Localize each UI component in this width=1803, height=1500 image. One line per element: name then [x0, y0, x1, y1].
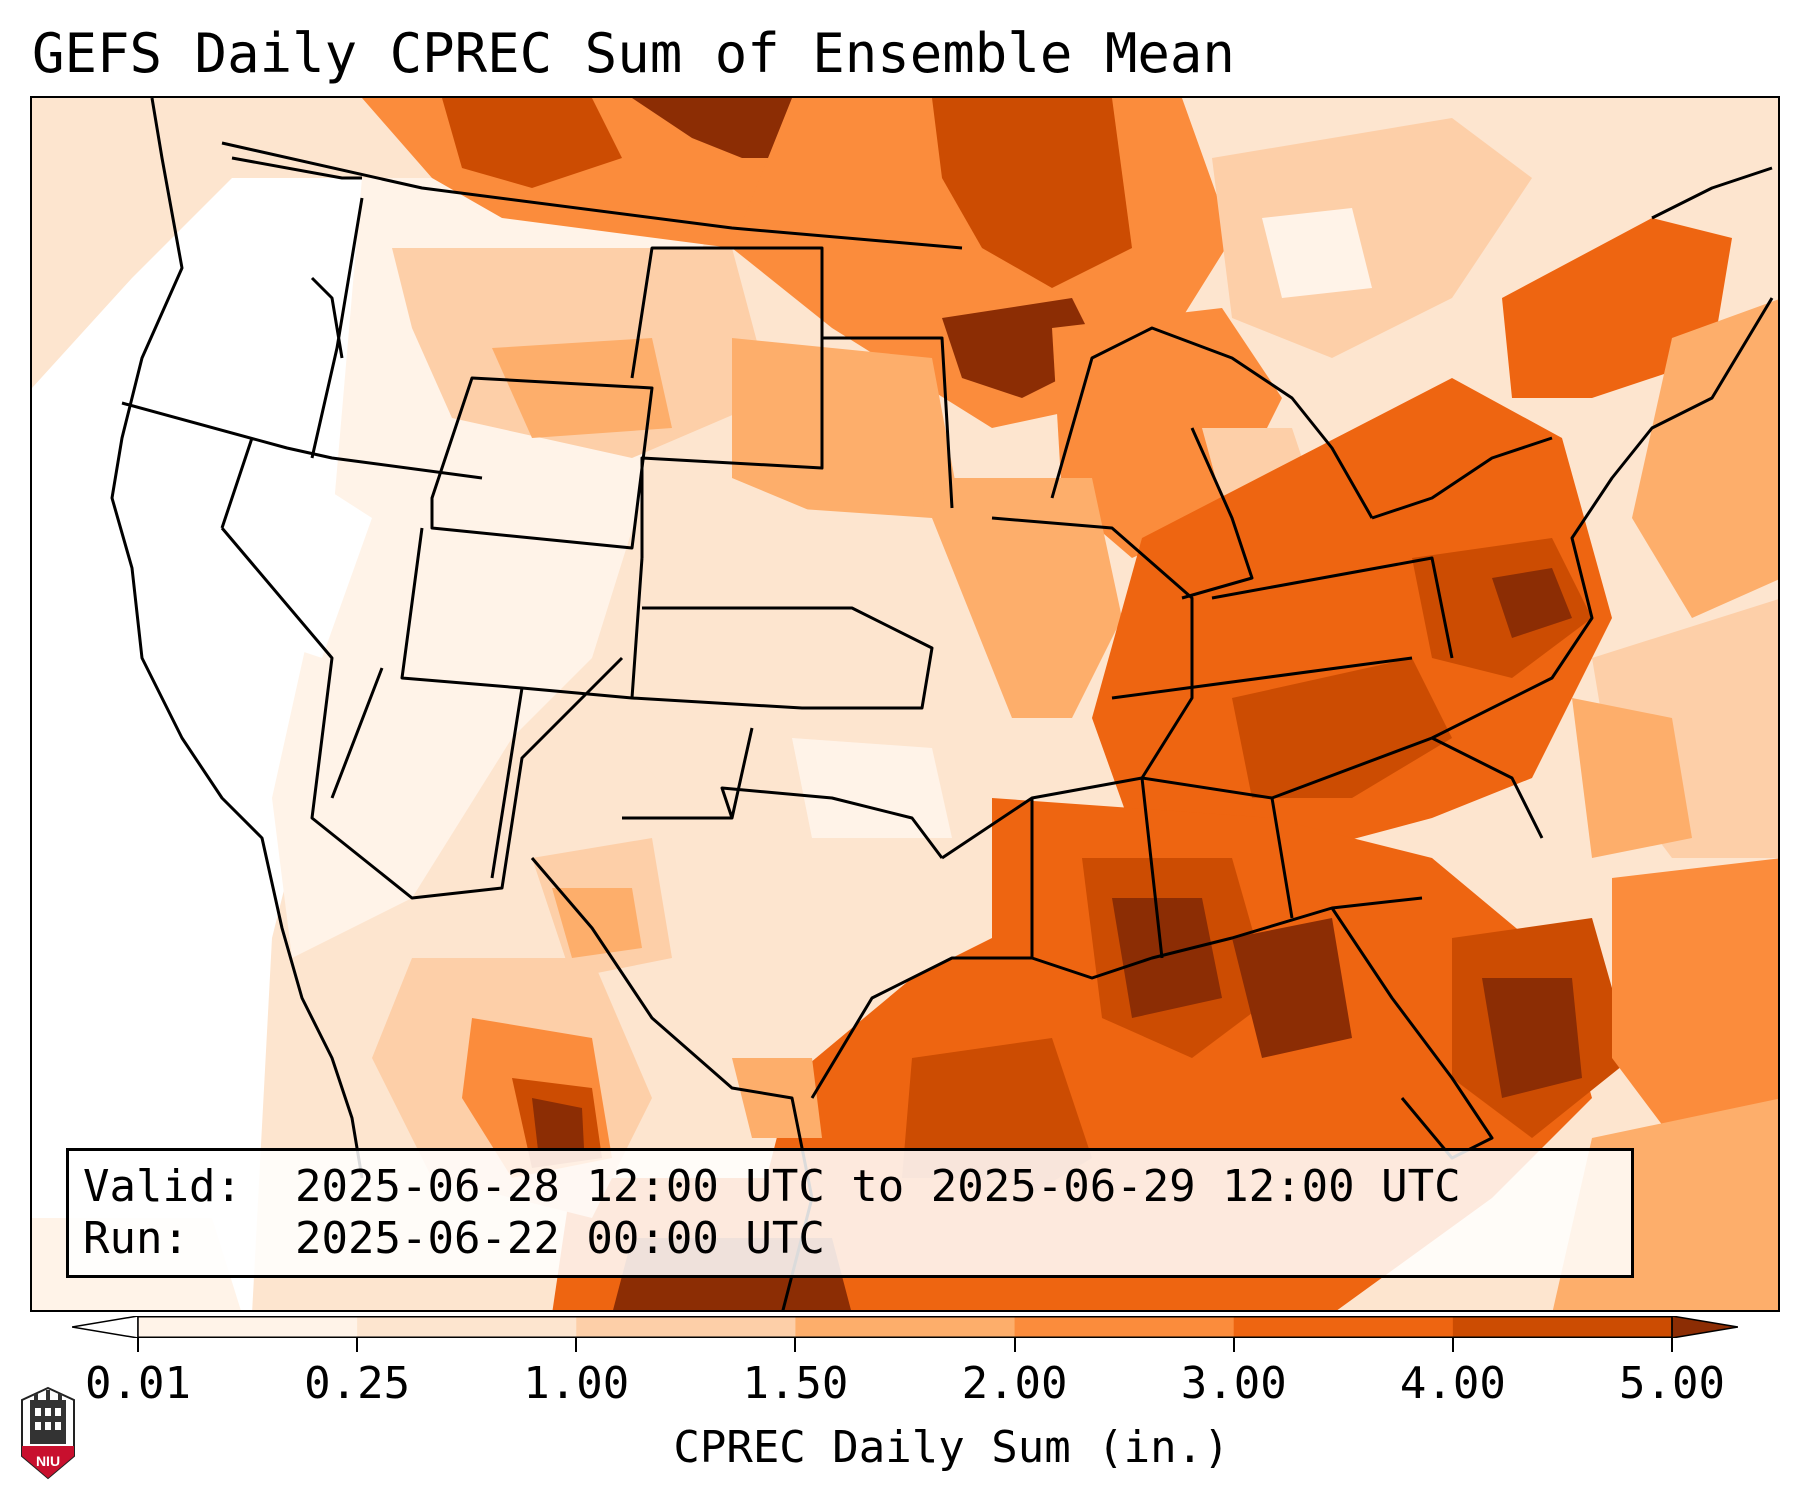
precip-field	[32, 98, 1778, 1310]
colorbar-segment	[138, 1316, 358, 1338]
colorbar-tick-mark	[1671, 1338, 1673, 1352]
colorbar-segment	[1014, 1316, 1235, 1338]
valid-value: 2025-06-28 12:00 UTC to 2025-06-29 12:00…	[295, 1161, 1461, 1212]
run-label: Run:	[83, 1213, 189, 1264]
colorbar-tick-label: 1.50	[742, 1358, 849, 1409]
colorbar-tick-label: 0.25	[304, 1358, 411, 1409]
colorbar-tick-label: 2.00	[961, 1358, 1068, 1409]
run-value: 2025-06-22 00:00 UTC	[295, 1213, 825, 1264]
info-box: Valid: 2025-06-28 12:00 UTC to 2025-06-29…	[66, 1148, 1634, 1278]
colorbar-tick-mark	[575, 1338, 578, 1352]
colorbar-segment	[1452, 1316, 1673, 1338]
precip-map	[30, 96, 1780, 1312]
colorbar-ticks: 0.01 0.25 1.00 1.50 2.00 3.00 4.00 5.00	[0, 1338, 1803, 1438]
colorbar	[72, 1316, 1738, 1338]
colorbar-extend-max	[1671, 1316, 1738, 1338]
colorbar-tick-mark	[794, 1338, 797, 1352]
colorbar-segment	[357, 1316, 577, 1338]
colorbar-extend-min	[72, 1316, 139, 1338]
colorbar-segment	[576, 1316, 796, 1338]
logo-text: NIU	[36, 1453, 60, 1469]
valid-label: Valid:	[83, 1161, 242, 1212]
colorbar-tick-label: 5.00	[1619, 1358, 1725, 1409]
colorbar-frame	[137, 1316, 1673, 1338]
state-boundaries	[110, 98, 1774, 1310]
valid-row: Valid: 2025-06-28 12:00 UTC to 2025-06-29…	[83, 1161, 1631, 1213]
colorbar-tick-mark	[1451, 1338, 1454, 1352]
colorbar-tick-label: 1.00	[523, 1358, 630, 1409]
run-row: Run: 2025-06-22 00:00 UTC	[83, 1213, 1631, 1265]
colorbar-tick-mark	[1232, 1338, 1235, 1352]
colorbar-tick-label: 0.01	[85, 1358, 191, 1409]
colorbar-tick-mark	[1013, 1338, 1016, 1352]
colorbar-tick-mark	[356, 1338, 359, 1352]
colorbar-label: CPREC Daily Sum (in.)	[673, 1422, 1230, 1473]
chart-title: GEFS Daily CPREC Sum of Ensemble Mean	[32, 22, 1235, 85]
colorbar-segment	[795, 1316, 1016, 1338]
niu-building-logo-icon: NIU	[20, 1386, 76, 1480]
colorbar-segment	[1233, 1316, 1454, 1338]
colorbar-tick-label: 4.00	[1399, 1358, 1506, 1409]
colorbar-tick-label: 3.00	[1180, 1358, 1287, 1409]
colorbar-tick-mark	[137, 1338, 139, 1352]
